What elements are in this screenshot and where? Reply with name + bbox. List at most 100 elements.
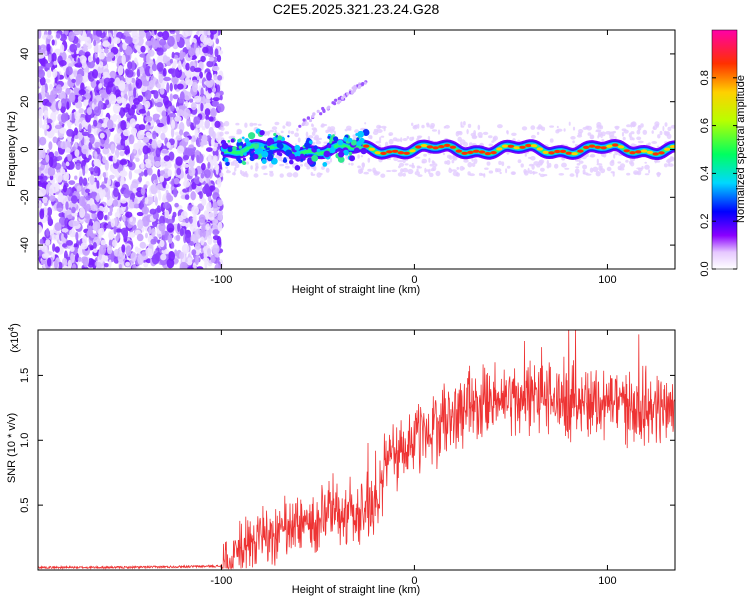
noise-cell bbox=[632, 137, 635, 141]
noise-cell bbox=[148, 80, 156, 88]
noise-cell bbox=[135, 78, 143, 89]
noise-cell bbox=[125, 46, 133, 56]
noise-cell bbox=[235, 122, 240, 126]
noise-cell bbox=[162, 202, 171, 209]
colorbar-tick-label: 0.6 bbox=[699, 118, 711, 133]
noise-cell bbox=[200, 102, 204, 112]
noise-cell bbox=[154, 30, 157, 35]
noise-cell bbox=[128, 134, 135, 145]
tone-peak bbox=[415, 145, 422, 149]
noise-cell bbox=[132, 264, 137, 269]
noise-cell bbox=[360, 167, 364, 171]
noise-cell bbox=[563, 128, 566, 132]
noise-cell bbox=[107, 177, 111, 186]
noise-cell bbox=[84, 163, 89, 174]
noise-cell bbox=[149, 208, 157, 215]
noise-cell bbox=[203, 250, 208, 260]
tone-peak bbox=[588, 144, 596, 148]
noise-cell bbox=[292, 172, 299, 178]
noise-cell bbox=[488, 135, 493, 139]
noise-cell bbox=[357, 165, 361, 169]
signal-blob bbox=[343, 137, 348, 142]
tone-peak bbox=[525, 143, 532, 148]
noise-cell bbox=[153, 90, 159, 99]
noise-cell bbox=[43, 117, 47, 125]
noise-cell bbox=[267, 130, 270, 137]
noise-cell bbox=[93, 114, 98, 122]
noise-cell bbox=[307, 135, 314, 139]
noise-cell bbox=[63, 171, 70, 182]
noise-cell bbox=[205, 115, 210, 121]
noise-cell bbox=[179, 50, 184, 61]
noise-cell bbox=[297, 137, 301, 143]
signal-blob bbox=[304, 154, 308, 157]
noise-cell bbox=[245, 161, 250, 165]
spectrogram-panel: -100 0 100 -40 -20 0 20 40 Height of straight l… bbox=[6, 29, 676, 296]
noise-cell bbox=[166, 258, 175, 269]
snr-background bbox=[38, 330, 675, 570]
signal-blob bbox=[299, 153, 305, 158]
noise-cell bbox=[45, 239, 51, 246]
noise-cell bbox=[638, 167, 643, 172]
noise-cell bbox=[208, 212, 215, 221]
noise-cell bbox=[87, 225, 93, 237]
signal-blob bbox=[248, 132, 256, 140]
tone-peak bbox=[519, 145, 526, 149]
noise-cell bbox=[150, 37, 156, 46]
y-tick-label: 0.5 bbox=[19, 497, 31, 512]
noise-cell bbox=[115, 235, 120, 242]
noise-cell bbox=[112, 154, 118, 164]
noise-cell bbox=[39, 118, 43, 129]
noise-cell bbox=[477, 124, 481, 130]
noise-cell bbox=[501, 161, 505, 167]
signal-blob bbox=[357, 130, 365, 138]
noise-cell bbox=[102, 71, 110, 77]
noise-cell bbox=[152, 77, 157, 82]
noise-cell bbox=[44, 91, 50, 98]
noise-cell bbox=[315, 140, 322, 145]
noise-cell bbox=[179, 251, 185, 260]
noise-cell bbox=[170, 105, 175, 112]
noise-cell bbox=[173, 83, 178, 90]
noise-cell bbox=[456, 166, 460, 170]
noise-cell bbox=[171, 68, 177, 78]
noise-cell bbox=[217, 221, 223, 232]
signal-blob bbox=[227, 140, 231, 143]
noise-cell bbox=[572, 126, 576, 131]
noise-cell bbox=[169, 58, 173, 64]
signal-blob bbox=[240, 153, 244, 157]
noise-cell bbox=[232, 159, 239, 165]
noise-cell bbox=[506, 130, 509, 135]
noise-cell bbox=[208, 116, 214, 122]
noise-cell bbox=[93, 158, 101, 167]
noise-cell bbox=[284, 165, 290, 169]
signal-blob bbox=[243, 152, 247, 156]
harmonic-cell bbox=[353, 86, 358, 90]
noise-cell bbox=[160, 158, 165, 168]
noise-cell bbox=[582, 172, 589, 175]
noise-cell bbox=[329, 126, 336, 131]
noise-cell bbox=[107, 211, 113, 216]
signal-blob bbox=[337, 147, 342, 152]
noise-cell bbox=[373, 128, 379, 132]
signal-blob bbox=[294, 144, 301, 151]
noise-cell bbox=[115, 89, 121, 98]
noise-cell bbox=[325, 129, 330, 134]
noise-cell bbox=[219, 131, 224, 137]
noise-cell bbox=[179, 261, 188, 269]
noise-cell bbox=[611, 159, 615, 163]
noise-cell bbox=[56, 207, 63, 212]
noise-cell bbox=[82, 235, 88, 245]
noise-cell bbox=[255, 162, 259, 168]
noise-cell bbox=[196, 266, 204, 269]
harmonic-cell bbox=[338, 99, 342, 103]
noise-cell bbox=[213, 155, 218, 164]
noise-cell bbox=[74, 63, 83, 68]
noise-cell bbox=[38, 189, 42, 195]
noise-cell bbox=[113, 249, 120, 257]
noise-cell bbox=[171, 242, 175, 249]
noise-cell bbox=[179, 228, 184, 237]
noise-cell bbox=[442, 152, 446, 156]
noise-cell bbox=[145, 232, 148, 239]
noise-cell bbox=[350, 162, 354, 166]
